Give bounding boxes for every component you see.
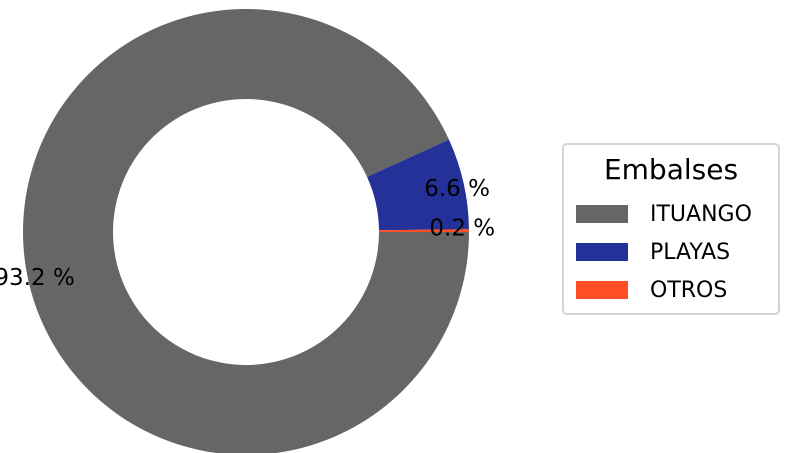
legend-entry-playas: PLAYAS <box>576 237 730 267</box>
donut-slices <box>23 9 469 453</box>
slice-label-otros: 0.2 % <box>429 216 495 242</box>
legend-swatch-ituango <box>576 205 628 223</box>
legend-label-ituango: ITUANGO <box>650 201 752 227</box>
slice-ituango <box>23 9 469 453</box>
slice-label-ituango: 93.2 % <box>0 265 75 291</box>
slice-label-playas: 6.6 % <box>424 176 490 202</box>
slice-otros <box>378 229 469 232</box>
legend-swatch-playas <box>576 243 628 261</box>
legend-title: Embalses <box>603 153 739 186</box>
slice-labels: 93.2 % 6.6 % 0.2 % <box>0 176 495 291</box>
slice-playas <box>367 139 469 231</box>
legend-swatch-otros <box>576 281 628 299</box>
legend-entry-ituango: ITUANGO <box>576 199 752 229</box>
legend-entry-otros: OTROS <box>576 275 727 305</box>
legend-label-playas: PLAYAS <box>650 239 731 265</box>
legend: Embalses ITUANGO PLAYAS OTROS <box>562 143 780 315</box>
legend-label-otros: OTROS <box>650 277 728 303</box>
